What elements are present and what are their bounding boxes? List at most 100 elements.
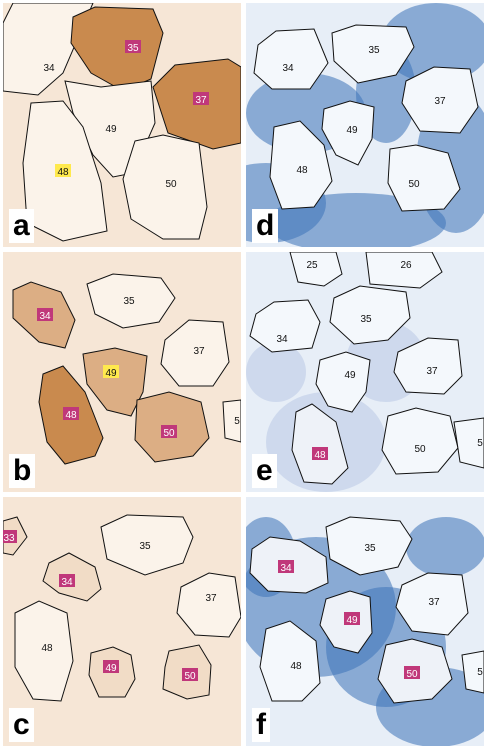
fiber-number: 37 bbox=[434, 96, 446, 107]
label-highlight bbox=[182, 668, 198, 681]
fiber-label-37: 37 bbox=[434, 96, 446, 107]
fiber-outline-35 bbox=[86, 273, 176, 329]
fiber-number: 48 bbox=[314, 450, 326, 461]
fiber-label-37: 37 bbox=[193, 92, 209, 106]
fiber-number: 37 bbox=[428, 597, 440, 608]
fiber-number: 35 bbox=[360, 314, 372, 325]
fiber-number: 50 bbox=[406, 669, 418, 680]
fiber-number: 50 bbox=[184, 671, 196, 682]
panel-letter: a bbox=[9, 209, 34, 243]
fiber-outline-48 bbox=[14, 600, 74, 702]
fiber-label-49: 49 bbox=[103, 365, 119, 379]
fiber-label-25: 25 bbox=[306, 260, 318, 271]
label-highlight bbox=[37, 308, 53, 321]
panel-e: 25 26 34 35 37 49 48 50 5 e bbox=[246, 252, 484, 492]
fiber-outline-49 bbox=[321, 100, 375, 166]
label-highlight bbox=[59, 574, 75, 587]
fiber-label-48: 48 bbox=[55, 164, 71, 178]
label-highlight bbox=[161, 425, 177, 438]
label-highlight bbox=[404, 666, 420, 679]
fiber-number: 49 bbox=[346, 125, 358, 136]
fiber-number: 35 bbox=[127, 43, 139, 54]
fiber-label-35: 35 bbox=[125, 40, 141, 54]
fiber-number: 49 bbox=[105, 368, 117, 379]
label-highlight bbox=[63, 407, 79, 420]
fiber-label-48: 48 bbox=[290, 661, 302, 672]
fiber-outline-26 bbox=[365, 252, 443, 289]
fiber-label-34: 34 bbox=[37, 308, 53, 322]
fiber-number: 49 bbox=[105, 124, 117, 135]
fiber-label-37: 37 bbox=[205, 593, 217, 604]
fiber-label-34: 34 bbox=[282, 63, 294, 74]
micrograph-b: 34 35 37 49 48 50 5 bbox=[3, 252, 241, 492]
fiber-number: 48 bbox=[65, 410, 77, 421]
fiber-number: 50 bbox=[165, 179, 177, 190]
label-highlight bbox=[55, 164, 71, 177]
fiber-label-49: 49 bbox=[103, 660, 119, 674]
fiber-number: 33 bbox=[3, 533, 15, 544]
fiber-outline-48 bbox=[259, 620, 321, 702]
panel-c: 33 34 35 37 48 49 50 c bbox=[3, 497, 241, 746]
fiber-number: 34 bbox=[282, 63, 294, 74]
fiber-outline-35 bbox=[329, 285, 411, 345]
label-highlight bbox=[103, 365, 119, 378]
fiber-number: 35 bbox=[139, 541, 151, 552]
fiber-outline-50 bbox=[122, 134, 208, 240]
fiber-label-34: 34 bbox=[276, 334, 288, 345]
micrograph-e: 25 26 34 35 37 49 48 50 5 bbox=[246, 252, 484, 492]
fiber-outline-37 bbox=[393, 337, 463, 395]
fiber-label-48: 48 bbox=[41, 643, 53, 654]
fiber-number: 5 bbox=[234, 416, 240, 427]
panel-letter: f bbox=[252, 708, 270, 742]
fiber-number: 50 bbox=[163, 428, 175, 439]
fiber-outline-37 bbox=[176, 572, 241, 638]
stain-blotch bbox=[406, 517, 484, 577]
panel-a: 34 35 37 49 48 50 a bbox=[3, 3, 241, 247]
micrograph-f: 34 35 37 49 48 50 5 bbox=[246, 497, 484, 746]
fiber-number: 34 bbox=[43, 63, 55, 74]
micrograph-d: 34 35 37 49 48 50 bbox=[246, 3, 484, 247]
fiber-number: 37 bbox=[195, 95, 207, 106]
panel-d: 34 35 37 49 48 50 d bbox=[246, 3, 484, 247]
fiber-label-37: 37 bbox=[426, 366, 438, 377]
fiber-outline-25 bbox=[289, 252, 343, 287]
panel-letter: e bbox=[252, 454, 277, 488]
fiber-number: 37 bbox=[205, 593, 217, 604]
fiber-label-50: 50 bbox=[165, 179, 177, 190]
fiber-label-26: 26 bbox=[400, 260, 412, 271]
label-highlight bbox=[103, 660, 119, 673]
fiber-number: 5 bbox=[477, 667, 483, 678]
fiber-outline-37 bbox=[160, 319, 230, 387]
fiber-label-50: 50 bbox=[414, 444, 426, 455]
label-highlight bbox=[278, 560, 294, 573]
fiber-label-35: 35 bbox=[360, 314, 372, 325]
fiber-label-5: 5 bbox=[477, 438, 483, 449]
fiber-outline-34 bbox=[3, 3, 94, 96]
fiber-number: 35 bbox=[123, 296, 135, 307]
fiber-number: 37 bbox=[193, 346, 205, 357]
fiber-number: 34 bbox=[39, 311, 51, 322]
fiber-label-49: 49 bbox=[344, 370, 356, 381]
panel-letter: d bbox=[252, 209, 279, 243]
fiber-outline-37 bbox=[401, 66, 479, 134]
fiber-outline-50 bbox=[387, 144, 461, 212]
fiber-number: 49 bbox=[344, 370, 356, 381]
fiber-number: 34 bbox=[280, 563, 292, 574]
fiber-label-50: 50 bbox=[408, 179, 420, 190]
fiber-outline-35 bbox=[70, 6, 164, 92]
fiber-label-34: 34 bbox=[43, 63, 55, 74]
fiber-label-49: 49 bbox=[346, 125, 358, 136]
fiber-number: 50 bbox=[414, 444, 426, 455]
micrograph-a: 34 35 37 49 48 50 bbox=[3, 3, 241, 247]
fiber-label-50: 50 bbox=[182, 668, 198, 682]
fiber-label-35: 35 bbox=[123, 296, 135, 307]
fiber-outline-48 bbox=[291, 403, 349, 485]
fiber-number: 48 bbox=[290, 661, 302, 672]
fiber-outline-5 bbox=[222, 399, 241, 443]
fiber-label-34: 34 bbox=[278, 560, 294, 574]
fiber-label-49: 49 bbox=[344, 612, 360, 626]
fiber-label-50: 50 bbox=[161, 425, 177, 439]
stain-blotch bbox=[246, 342, 306, 402]
fiber-outline-37 bbox=[395, 572, 469, 636]
